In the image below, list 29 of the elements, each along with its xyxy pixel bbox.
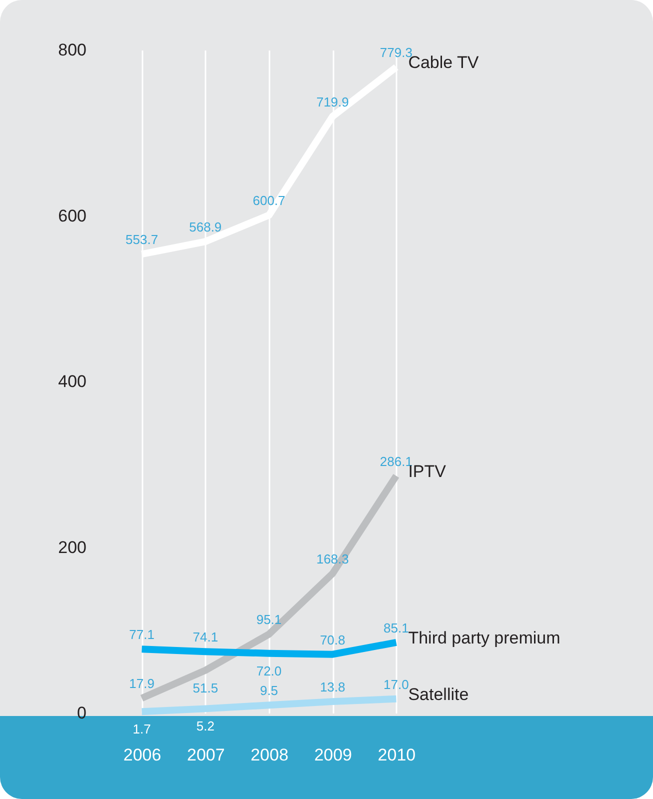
data-label: 95.1 bbox=[256, 612, 282, 628]
data-label: 568.9 bbox=[189, 220, 222, 235]
data-label: 9.5 bbox=[260, 683, 278, 698]
x-tick-label: 2010 bbox=[378, 746, 416, 764]
y-tick-label: 400 bbox=[58, 372, 86, 391]
x-tick-label: 2008 bbox=[250, 746, 288, 764]
data-label: 70.8 bbox=[320, 632, 346, 648]
data-label: 553.7 bbox=[126, 232, 158, 248]
data-label: 77.1 bbox=[129, 627, 154, 642]
data-label: 719.9 bbox=[316, 94, 349, 110]
data-label: 85.1 bbox=[384, 620, 409, 636]
y-tick-label: 600 bbox=[58, 206, 86, 226]
x-tick-label: 2006 bbox=[123, 746, 162, 764]
data-label: 74.1 bbox=[192, 630, 218, 645]
x-tick-label: 2007 bbox=[186, 746, 225, 764]
series-label: Third party premium bbox=[408, 628, 560, 648]
data-label: 13.8 bbox=[320, 680, 346, 695]
series-label: Satellite bbox=[408, 684, 469, 704]
y-tick-label: 200 bbox=[58, 538, 86, 557]
data-label: 17.0 bbox=[384, 676, 409, 692]
y-tick-label: 800 bbox=[58, 40, 86, 60]
data-label: 168.3 bbox=[316, 552, 349, 567]
data-label: 600.7 bbox=[252, 193, 286, 208]
data-label: 1.7 bbox=[132, 722, 151, 737]
x-tick-label: 2009 bbox=[314, 746, 352, 764]
data-label: 51.5 bbox=[192, 680, 218, 696]
data-label: 5.2 bbox=[196, 718, 214, 734]
data-label: 72.0 bbox=[256, 663, 282, 678]
data-label: 17.9 bbox=[129, 676, 154, 692]
